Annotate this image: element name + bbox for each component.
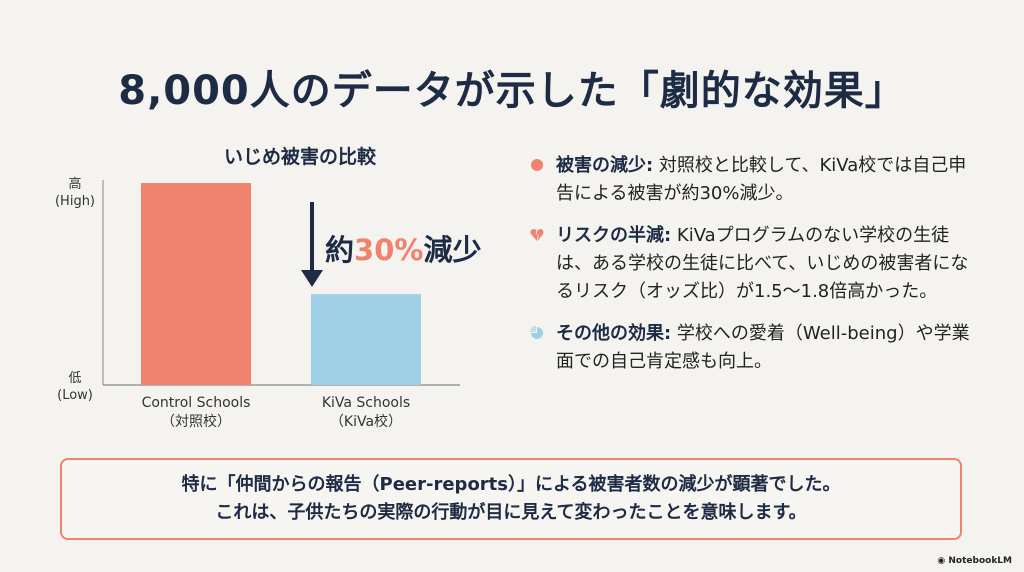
down-arrow-icon bbox=[301, 270, 323, 287]
bar-control-schools bbox=[141, 183, 251, 385]
notebooklm-icon: ◉ bbox=[937, 556, 949, 566]
x-label-control: Control Schools （対照校） bbox=[141, 395, 251, 430]
y-low-label: 低 (Low) bbox=[57, 371, 93, 403]
chart-title: いじめ被害の比較 bbox=[223, 146, 376, 168]
summary-box: 特に「仲間からの報告（Peer-reports）」による被害者数の減少が顕著でし… bbox=[60, 458, 962, 540]
list-item: リスクの半減: KiVaプログラムのない学校の生徒は、ある学校の生徒に比べて、い… bbox=[530, 222, 980, 306]
bar-kiva-schools bbox=[311, 294, 421, 385]
page-title: 8,000人のデータが示した「劇的な効果」 bbox=[118, 68, 906, 114]
summary-line-1: 特に「仲間からの報告（Peer-reports）」による被害者数の減少が顕著でし… bbox=[181, 474, 841, 495]
list-item: その他の効果: 学校への愛着（Well-being）や学業面での自己肯定感も向上… bbox=[530, 320, 980, 376]
x-label-kiva: KiVa Schools （KiVa校） bbox=[321, 395, 411, 430]
summary-line-2: これは、子供たちの実際の行動が目に見えて変わったことを意味します。 bbox=[215, 502, 807, 523]
pie-icon bbox=[530, 326, 543, 339]
decrease-annotation: 約30%減少 bbox=[325, 233, 482, 267]
brand-logo: ◉ NotebookLM bbox=[937, 556, 1012, 566]
bar-chart bbox=[102, 180, 460, 386]
y-high-label: 高 (High) bbox=[54, 177, 96, 209]
list-item: 被害の減少: 対照校と比較して、KiVa校では自己申告による被害が約30%減少。 bbox=[530, 152, 980, 208]
dot-icon bbox=[531, 159, 543, 171]
broken-heart-icon bbox=[530, 228, 544, 241]
findings-list: 被害の減少: 対照校と比較して、KiVa校では自己申告による被害が約30%減少。… bbox=[530, 152, 980, 390]
